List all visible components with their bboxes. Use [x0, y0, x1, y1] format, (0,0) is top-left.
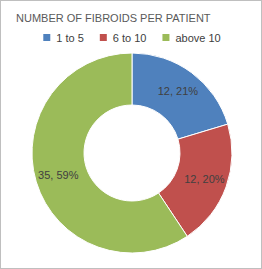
svg-text:6 to 10: 6 to 10: [113, 32, 147, 44]
svg-text:12, 21%: 12, 21%: [158, 85, 199, 97]
svg-text:1 to 5: 1 to 5: [56, 32, 84, 44]
svg-text:12, 20%: 12, 20%: [184, 173, 225, 185]
svg-text:above 10: above 10: [175, 32, 220, 44]
svg-text:35, 59%: 35, 59%: [38, 169, 79, 181]
svg-text:NUMBER OF FIBROIDS PER PATIENT: NUMBER OF FIBROIDS PER PATIENT: [16, 12, 211, 24]
